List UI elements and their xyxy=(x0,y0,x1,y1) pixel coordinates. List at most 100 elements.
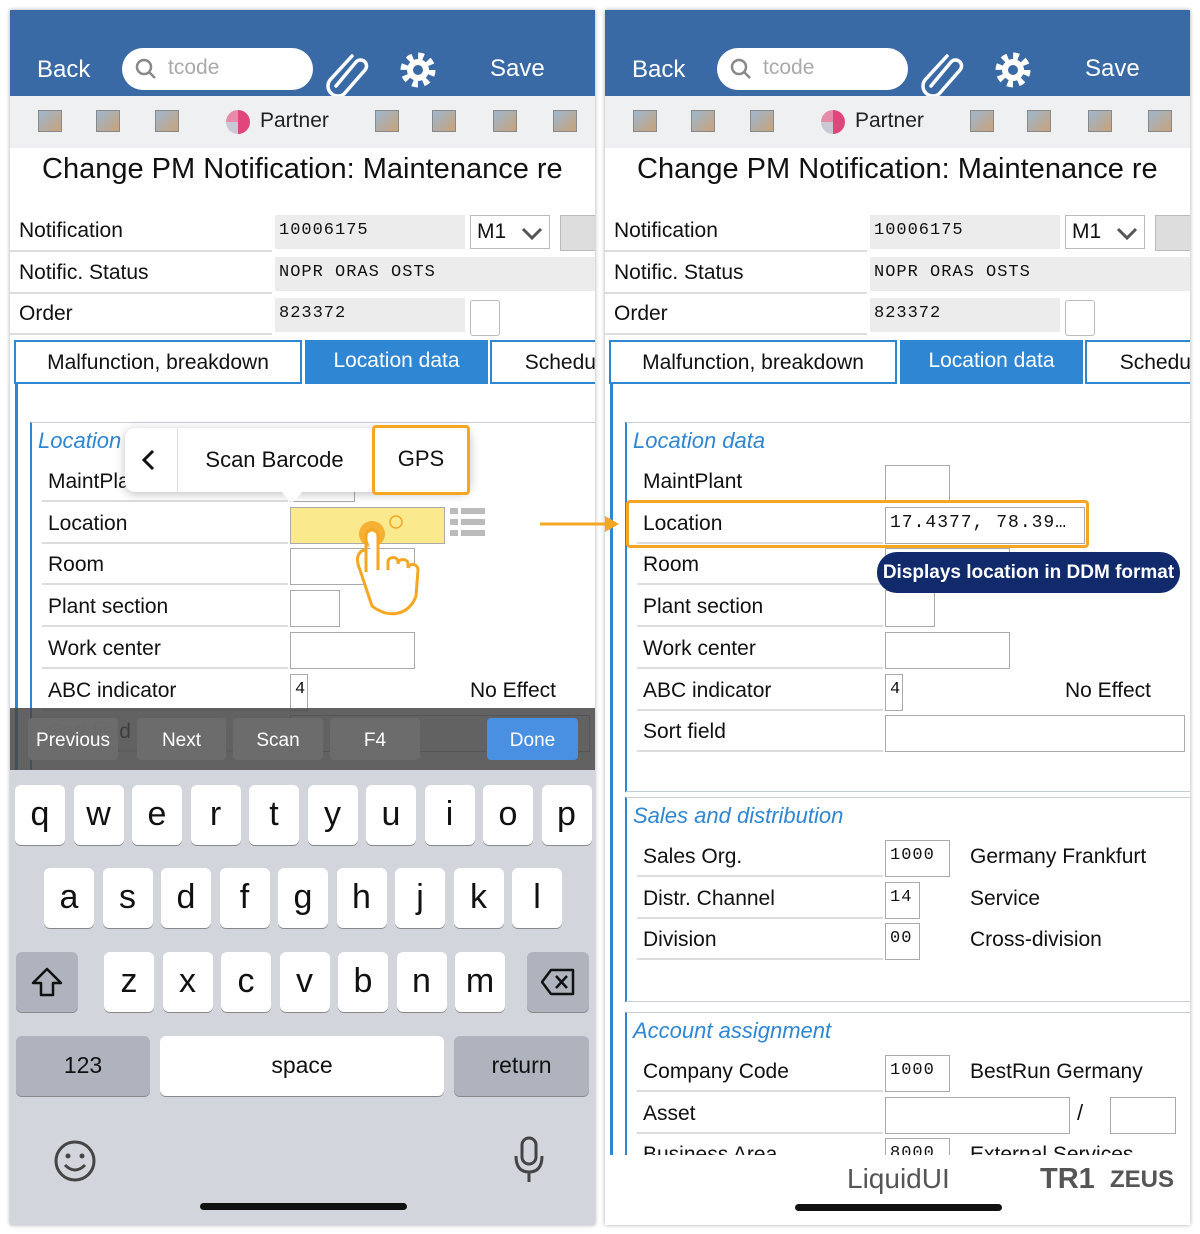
toolbar-icon[interactable] xyxy=(155,110,179,132)
key[interactable]: w xyxy=(73,785,124,845)
key[interactable]: h xyxy=(336,868,387,928)
popup-item[interactable]: GPS xyxy=(397,446,445,471)
edit-button[interactable] xyxy=(1155,215,1190,251)
label-underline xyxy=(637,1131,883,1134)
search-field[interactable]: tcode xyxy=(717,48,908,90)
dropdown[interactable]: M1 xyxy=(1065,215,1145,249)
input-field[interactable] xyxy=(885,590,935,628)
input-field[interactable]: 4 xyxy=(885,673,903,711)
tab[interactable]: Malfunction, breakdown xyxy=(609,340,897,384)
key[interactable]: space xyxy=(160,1036,444,1096)
toolbar-icon[interactable] xyxy=(96,110,120,132)
key[interactable]: a xyxy=(44,868,94,928)
partner-button[interactable]: Partner xyxy=(260,109,329,132)
key[interactable]: k xyxy=(453,868,504,928)
input-field[interactable]: 17.4377, 78.39… xyxy=(885,506,1085,544)
key[interactable]: v xyxy=(279,952,330,1012)
key[interactable]: 123 xyxy=(16,1036,150,1096)
tab[interactable]: Scheduli xyxy=(1085,340,1190,384)
toolbar-icon[interactable] xyxy=(553,110,577,132)
toolbar-button[interactable]: Next xyxy=(137,718,226,760)
input-field[interactable] xyxy=(885,631,1010,669)
input-field[interactable] xyxy=(290,590,340,628)
key[interactable]: y xyxy=(307,785,358,845)
search-field[interactable]: tcode xyxy=(122,48,313,90)
input-field[interactable] xyxy=(885,465,950,502)
input-field[interactable] xyxy=(885,715,1185,753)
key[interactable]: m xyxy=(455,952,505,1012)
toolbar-icon[interactable] xyxy=(1088,110,1112,132)
search-icon xyxy=(134,57,158,86)
key[interactable]: c xyxy=(221,952,271,1012)
input-field[interactable]: 1000 xyxy=(885,840,950,877)
toolbar-button[interactable]: Previous xyxy=(28,718,118,760)
key[interactable]: p xyxy=(541,785,592,845)
key[interactable]: s xyxy=(102,868,153,928)
save-button[interactable]: Save xyxy=(490,55,545,82)
key[interactable]: return xyxy=(454,1036,589,1096)
key[interactable]: i xyxy=(424,785,475,845)
toolbar-icon[interactable] xyxy=(38,110,62,132)
key[interactable]: j xyxy=(395,868,445,928)
key[interactable]: f xyxy=(219,868,270,928)
key[interactable]: q xyxy=(15,785,65,845)
key[interactable] xyxy=(527,952,589,1012)
tab[interactable]: Malfunction, breakdown xyxy=(14,340,302,384)
dropdown[interactable]: M1 xyxy=(470,215,550,249)
toolbar-icon[interactable] xyxy=(970,110,994,132)
key[interactable]: x xyxy=(162,952,213,1012)
input-field[interactable] xyxy=(290,631,415,669)
input-field[interactable]: 14 xyxy=(885,881,920,919)
input-field[interactable] xyxy=(1110,1096,1176,1134)
key[interactable]: t xyxy=(249,785,299,845)
field-value: 10006175 xyxy=(870,215,1060,249)
popup-item-highlight[interactable]: GPS xyxy=(372,425,470,495)
tab[interactable]: Location data xyxy=(900,340,1083,384)
tab-content-border xyxy=(610,384,613,1224)
key[interactable]: n xyxy=(396,952,447,1012)
toolbar-icon[interactable] xyxy=(691,110,715,132)
tab-label: Malfunction, breakdown xyxy=(642,351,864,374)
toolbar-button[interactable]: F4 xyxy=(330,718,420,760)
key[interactable]: u xyxy=(366,785,416,845)
toolbar-button[interactable]: Scan xyxy=(233,718,323,760)
key[interactable]: r xyxy=(190,785,241,845)
key[interactable]: l xyxy=(512,868,562,928)
input-field[interactable]: 1000 xyxy=(885,1055,950,1092)
input-field[interactable] xyxy=(885,1096,1070,1134)
toolbar-button[interactable]: Done xyxy=(487,718,578,760)
save-button[interactable]: Save xyxy=(1085,55,1140,82)
settings-icon xyxy=(993,50,1033,95)
toolbar-icon[interactable] xyxy=(750,110,774,132)
tab[interactable]: Location data xyxy=(305,340,488,384)
popup-item[interactable]: Scan Barcode xyxy=(205,447,344,472)
field-description: Germany Frankfurt xyxy=(970,845,1147,868)
toolbar-icon[interactable] xyxy=(432,110,456,132)
toolbar-icon[interactable] xyxy=(375,110,399,132)
toolbar-icon[interactable] xyxy=(633,110,657,132)
toolbar-icon[interactable] xyxy=(493,110,517,132)
tab[interactable]: Scheduli xyxy=(490,340,595,384)
label-underline xyxy=(42,583,288,586)
key-label: g xyxy=(293,878,313,916)
partner-icon[interactable] xyxy=(226,110,250,134)
key[interactable]: o xyxy=(483,785,533,845)
key[interactable]: z xyxy=(104,952,154,1012)
section-box xyxy=(625,797,1190,1002)
partner-button[interactable]: Partner xyxy=(855,109,924,132)
input-field[interactable]: 4 xyxy=(290,673,308,711)
key[interactable]: d xyxy=(161,868,211,928)
toolbar-icon[interactable] xyxy=(1027,110,1051,132)
edit-button[interactable] xyxy=(560,215,595,251)
key[interactable]: g xyxy=(278,868,328,928)
toolbar-icon[interactable] xyxy=(1148,110,1172,132)
partner-icon[interactable] xyxy=(821,110,845,134)
key[interactable]: e xyxy=(132,785,182,845)
back-button[interactable]: Back xyxy=(37,56,91,83)
input-field[interactable]: 00 xyxy=(885,923,920,961)
key[interactable] xyxy=(16,952,78,1012)
back-button[interactable]: Back xyxy=(632,56,686,83)
edit-button[interactable] xyxy=(1065,300,1095,336)
key[interactable]: b xyxy=(338,952,388,1012)
edit-button[interactable] xyxy=(470,300,500,336)
